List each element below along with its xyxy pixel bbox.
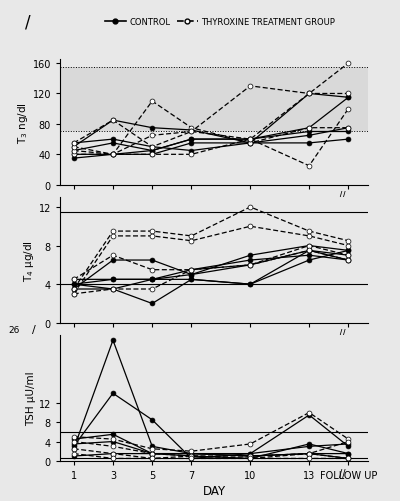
Y-axis label: $\mathregular{T_3}$ ng/dl: $\mathregular{T_3}$ ng/dl xyxy=(16,102,30,144)
Text: //: // xyxy=(338,328,345,338)
Y-axis label: $\mathregular{T_4}$ µg/dl: $\mathregular{T_4}$ µg/dl xyxy=(22,239,36,282)
Y-axis label: TSH µU/ml: TSH µU/ml xyxy=(26,371,36,425)
Text: /: / xyxy=(32,325,36,335)
X-axis label: DAY: DAY xyxy=(202,484,226,497)
Text: /: / xyxy=(25,14,31,32)
Bar xyxy=(60,68,368,132)
Text: //: // xyxy=(338,468,345,478)
Legend: CONTROL, THYROXINE TREATMENT GROUP: CONTROL, THYROXINE TREATMENT GROUP xyxy=(102,14,338,30)
Text: //: // xyxy=(338,190,345,200)
Text: 26: 26 xyxy=(8,326,20,335)
